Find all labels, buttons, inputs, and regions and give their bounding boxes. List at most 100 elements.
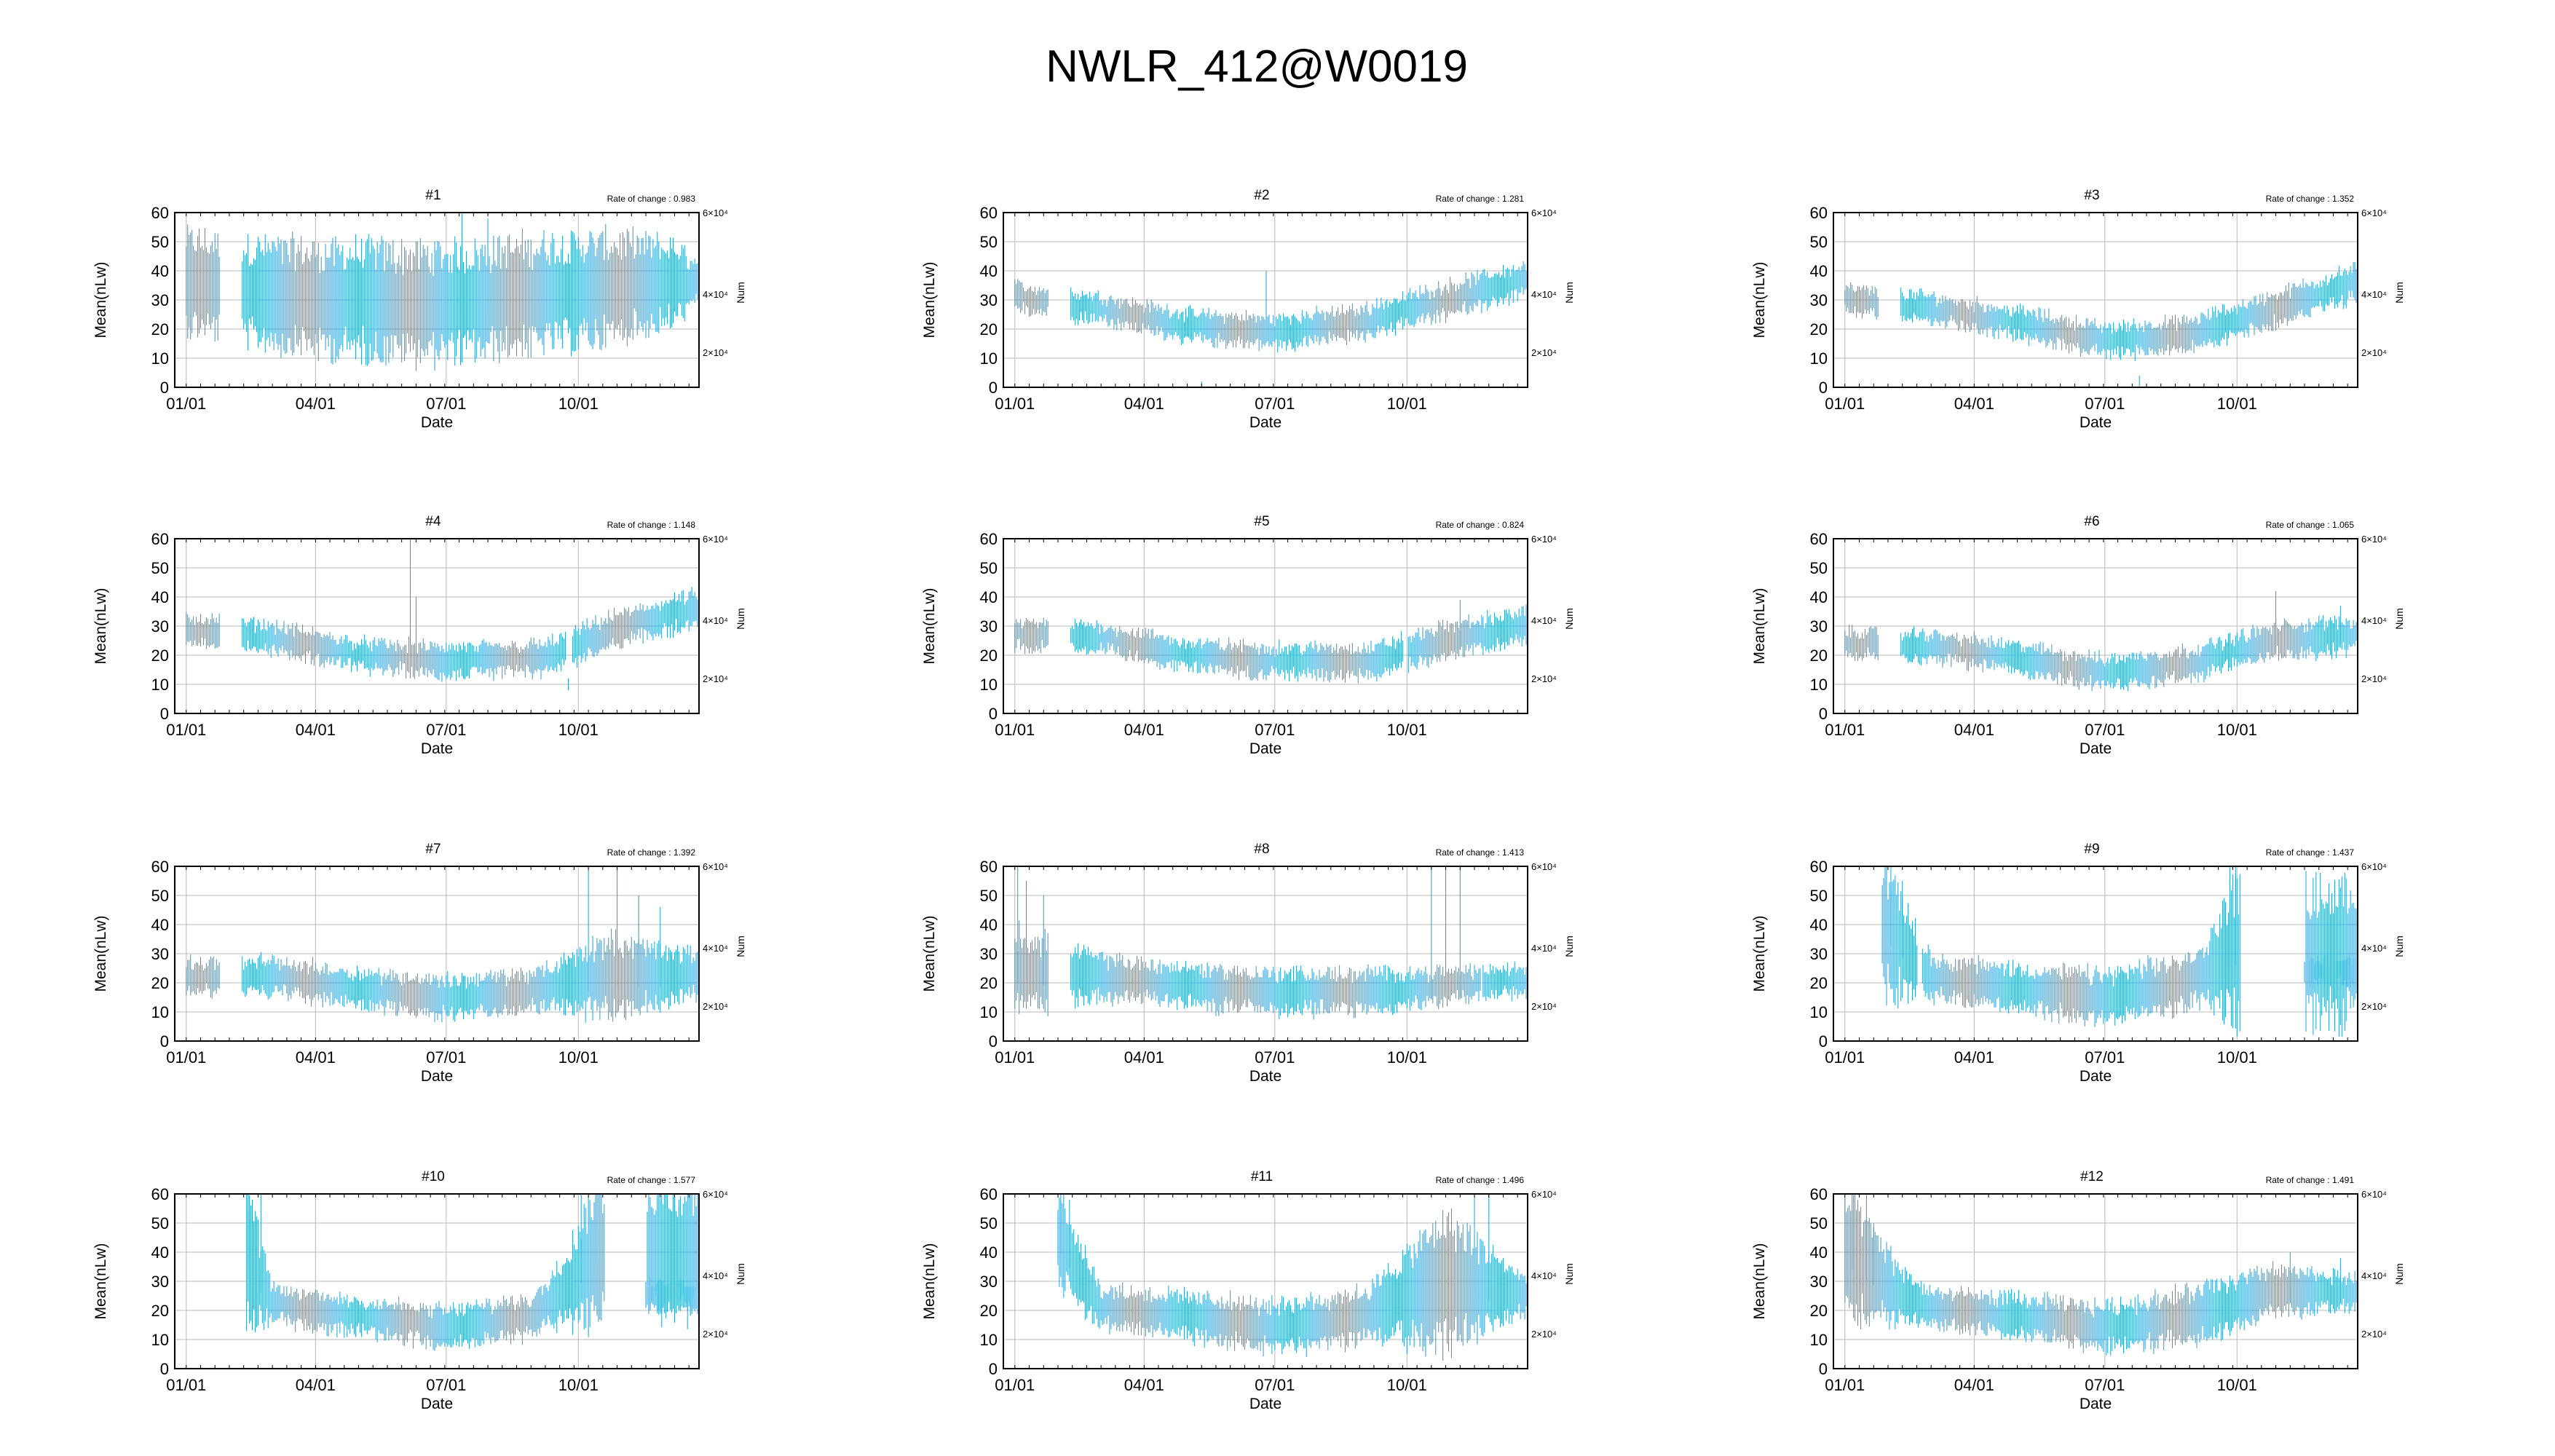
y-tick-label: 30 <box>151 1273 169 1291</box>
y2-tick-label: 4×10⁴ <box>2361 943 2387 954</box>
series-errorbars <box>1014 261 1528 387</box>
y-axis-label: Mean(nLw) <box>92 1243 109 1319</box>
x-tick-label: 10/01 <box>1387 721 1427 739</box>
y-tick-label: 0 <box>160 379 169 397</box>
y-tick-label: 30 <box>1810 945 1828 963</box>
y2-tick-label: 6×10⁴ <box>1531 861 1557 872</box>
y-tick-label: 50 <box>1810 559 1828 577</box>
x-tick-label: 01/01 <box>166 1376 206 1394</box>
y2-tick-label: 2×10⁴ <box>1531 673 1557 684</box>
y-tick-label: 50 <box>151 887 169 905</box>
y-tick-label: 60 <box>980 858 998 876</box>
y2-axis-label: Num <box>1563 935 1575 957</box>
series-errorbars <box>1844 591 2358 692</box>
x-tick-label: 10/01 <box>558 1376 599 1394</box>
series-errorbars <box>1014 600 1528 684</box>
y-tick-label: 50 <box>151 1214 169 1233</box>
y2-tick-label: 2×10⁴ <box>1531 1329 1557 1340</box>
x-tick-label: 01/01 <box>166 721 206 739</box>
x-tick-label: 04/01 <box>1124 1048 1164 1067</box>
y2-axis-label: Num <box>2393 282 2405 304</box>
y2-tick-label: 4×10⁴ <box>703 1270 728 1281</box>
x-tick-label: 07/01 <box>426 721 466 739</box>
x-tick-label: 04/01 <box>1954 395 1994 413</box>
y-tick-label: 40 <box>151 262 169 280</box>
y-tick-label: 10 <box>980 1331 998 1349</box>
x-tick-label: 07/01 <box>2085 1048 2125 1067</box>
y-tick-label: 40 <box>151 1243 169 1262</box>
y-tick-label: 0 <box>1819 1032 1828 1051</box>
y-axis-label: Mean(nLw) <box>1751 261 1768 338</box>
y2-tick-label: 4×10⁴ <box>2361 615 2387 626</box>
y2-tick-label: 6×10⁴ <box>703 1189 728 1200</box>
y-tick-label: 40 <box>980 1243 998 1262</box>
x-tick-label: 10/01 <box>558 395 599 413</box>
y-tick-label: 60 <box>151 1185 169 1203</box>
y-tick-label: 0 <box>160 705 169 723</box>
y2-tick-label: 2×10⁴ <box>2361 673 2387 684</box>
rate-of-change-label: Rate of change : 1.413 <box>1436 847 1525 858</box>
series-errorbars <box>186 539 700 690</box>
rate-of-change-label: Rate of change : 1.148 <box>607 520 696 530</box>
y-tick-label: 50 <box>980 559 998 577</box>
y-tick-label: 30 <box>980 945 998 963</box>
y-tick-label: 0 <box>989 1032 998 1051</box>
y-tick-label: 10 <box>151 349 169 368</box>
y-tick-label: 40 <box>1810 916 1828 934</box>
y-tick-label: 60 <box>1810 530 1828 548</box>
y2-axis-label: Num <box>1563 282 1575 304</box>
x-tick-label: 10/01 <box>2217 721 2257 739</box>
y2-tick-label: 6×10⁴ <box>703 861 728 872</box>
x-tick-label: 01/01 <box>1825 395 1865 413</box>
figure-title: NWLR_412@W0019 <box>1046 41 1468 92</box>
y2-axis-label: Num <box>2393 935 2405 957</box>
y2-tick-label: 6×10⁴ <box>1531 534 1557 545</box>
y2-tick-label: 6×10⁴ <box>1531 207 1557 218</box>
y-tick-label: 50 <box>980 233 998 251</box>
panel-title: #5 <box>1254 514 1269 529</box>
y-tick-label: 30 <box>151 291 169 309</box>
series-errorbars <box>1014 866 1528 1020</box>
y-axis-label: Mean(nLw) <box>921 1243 938 1319</box>
y2-tick-label: 6×10⁴ <box>2361 207 2387 218</box>
plot-frame <box>1003 538 1528 714</box>
rate-of-change-label: Rate of change : 1.352 <box>2266 194 2355 204</box>
x-tick-label: 04/01 <box>1954 721 1994 739</box>
y2-tick-label: 4×10⁴ <box>1531 943 1557 954</box>
x-axis-label: Date <box>421 1068 453 1085</box>
series-errorbars <box>1881 866 2358 1037</box>
plot-frame <box>1003 866 1528 1042</box>
y-tick-label: 40 <box>151 916 169 934</box>
x-tick-label: 07/01 <box>2085 395 2125 413</box>
x-tick-label: 07/01 <box>1255 1376 1295 1394</box>
y2-axis-label: Num <box>2393 608 2405 630</box>
y-tick-label: 20 <box>151 1302 169 1320</box>
y2-axis-label: Num <box>735 935 746 957</box>
plot-frame <box>174 212 700 388</box>
plot-frame <box>174 1193 700 1369</box>
x-axis-label: Date <box>421 1396 453 1412</box>
x-tick-label: 07/01 <box>1255 1048 1295 1067</box>
y2-tick-label: 4×10⁴ <box>1531 1270 1557 1281</box>
y-tick-label: 0 <box>1819 705 1828 723</box>
y2-tick-label: 2×10⁴ <box>703 347 728 358</box>
rate-of-change-label: Rate of change : 1.281 <box>1436 194 1525 204</box>
panel-title: #11 <box>1251 1169 1273 1184</box>
y-tick-label: 50 <box>1810 233 1828 251</box>
y-tick-label: 10 <box>980 676 998 694</box>
x-tick-label: 01/01 <box>995 1376 1035 1394</box>
x-axis-label: Date <box>421 740 453 757</box>
panel-title: #4 <box>425 514 441 529</box>
plot-frame <box>174 866 700 1042</box>
x-tick-label: 07/01 <box>1255 721 1295 739</box>
x-tick-label: 01/01 <box>166 395 206 413</box>
y-tick-label: 40 <box>980 588 998 606</box>
y-tick-label: 30 <box>151 617 169 636</box>
panel-title: #8 <box>1254 842 1269 857</box>
y2-tick-label: 6×10⁴ <box>2361 534 2387 545</box>
